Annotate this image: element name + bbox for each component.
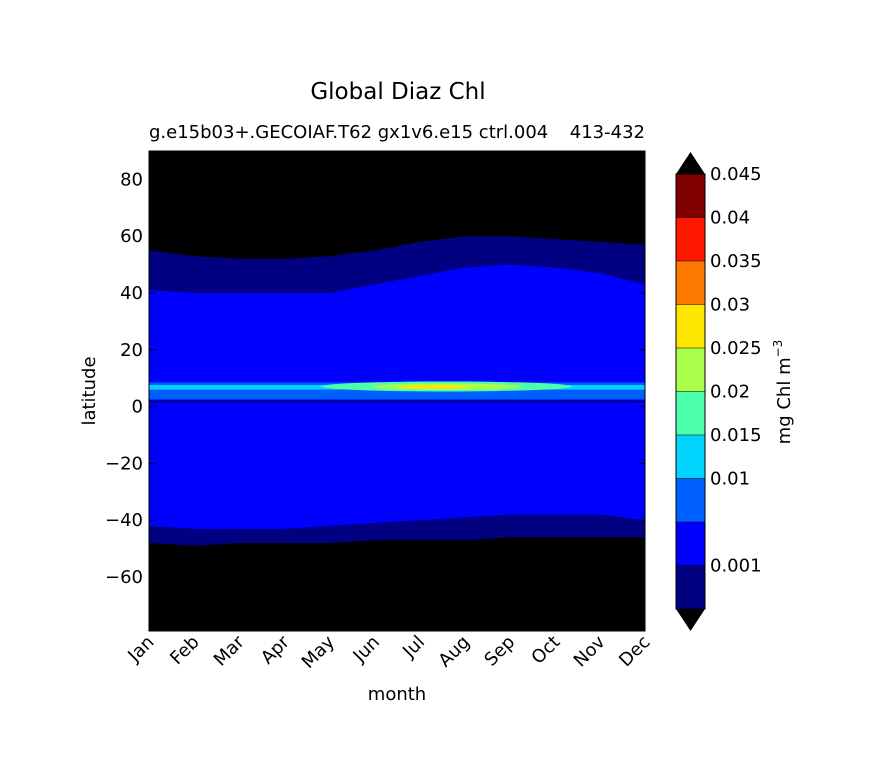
plot-area (148, 150, 646, 632)
colorbar-segment (676, 348, 705, 392)
x-tick-label: Apr (257, 631, 294, 668)
colorbar-label: mg Chl m−3 (771, 340, 795, 445)
colorbar-segment (676, 391, 705, 435)
region-equator-line (149, 400, 645, 403)
x-tick-label: Aug (434, 632, 474, 672)
colorbar-label-text: mg Chl m (774, 357, 795, 444)
colorbar-segment (676, 478, 705, 522)
chart-title: Global Diaz Chl (310, 79, 485, 105)
plot-frame (148, 150, 646, 632)
x-axis-label: month (368, 684, 426, 705)
colorbar-tick-label: 0.04 (710, 208, 750, 229)
y-tick-label: 20 (120, 340, 143, 361)
colorbar-extend-bottom (676, 609, 705, 631)
x-tick-label: Sep (480, 632, 519, 671)
colorbar-label-exponent: −3 (771, 340, 785, 358)
colorbar-segment (676, 522, 705, 566)
x-tick-label: Jul (398, 632, 429, 663)
chart-subtitle: g.e15b03+.GECOIAF.T62 gx1v6.e15 ctrl.004 (149, 122, 548, 143)
region-peak-yellow (398, 385, 469, 389)
colorbar-tick-label: 0.045 (710, 164, 762, 185)
colorbar-tick-label: 0.001 (710, 556, 762, 577)
colorbar-segment (676, 217, 705, 261)
colorbar-segment (676, 304, 705, 348)
x-tick-label: Feb (166, 632, 203, 669)
colorbar-tick-label: 0.01 (710, 469, 750, 490)
chart-subtitle-run-range: 413-432 (570, 122, 645, 143)
colorbar-segment (676, 174, 705, 218)
y-axis-label: latitude (79, 356, 100, 425)
x-tick-label: Jan (123, 632, 158, 667)
y-tick-label: 0 (132, 397, 143, 418)
x-tick-label: Dec (615, 632, 654, 671)
colorbar-tick-label: 0.035 (710, 251, 762, 272)
y-tick-label: −60 (105, 567, 143, 588)
colorbar-extend-top (676, 152, 705, 174)
colorbar-tick-label: 0.025 (710, 338, 762, 359)
colorbar-tick-label: 0.03 (710, 295, 750, 316)
y-tick-label: 60 (120, 226, 143, 247)
colorbar-segment (676, 435, 705, 479)
colorbar-segment (676, 261, 705, 305)
colorbar-segment (676, 565, 705, 609)
x-tick-label: May (298, 631, 339, 672)
y-axis: 80 60 40 20 0 −20 −40 −60 (105, 169, 645, 588)
y-tick-label: −20 (105, 453, 143, 474)
x-tick-label: Oct (527, 632, 564, 669)
x-tick-label: Mar (210, 631, 249, 670)
y-tick-label: 40 (120, 283, 143, 304)
colorbar-tick-label: 0.02 (710, 382, 750, 403)
x-tick-label: Jun (349, 632, 384, 667)
x-tick-label: Nov (570, 631, 610, 671)
y-tick-label: 80 (120, 169, 143, 190)
y-tick-label: −40 (105, 510, 143, 531)
colorbar-tick-label: 0.015 (710, 425, 762, 446)
colorbar: 0.001 0.01 0.015 0.02 0.025 0.03 0.035 0.04 0.04… (675, 152, 762, 631)
